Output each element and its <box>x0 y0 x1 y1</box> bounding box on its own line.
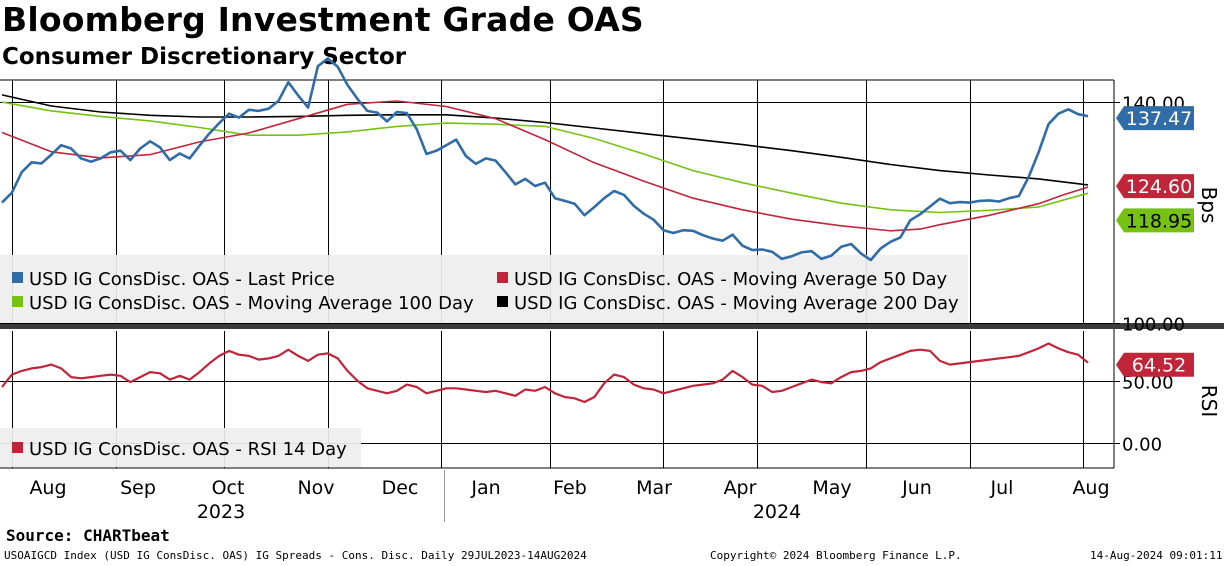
x-tick-label: Apr <box>724 477 757 499</box>
last-price-tag <box>1116 106 1194 131</box>
footer-copyright: Copyright© 2024 Bloomberg Finance L.P. <box>710 549 962 562</box>
x-tick-label: Jul <box>990 477 1014 499</box>
x-tick-label: Feb <box>553 477 587 499</box>
legend-swatch <box>12 272 23 283</box>
x-tick-label: Sep <box>120 477 156 499</box>
footer-timestamp: 14-Aug-2024 09:01:11 <box>1090 549 1223 562</box>
series-line-ma100 <box>1 101 1089 214</box>
source-label: Source: CHARTbeat <box>6 526 170 545</box>
panel-divider <box>0 323 1224 329</box>
x-tick-label: Jun <box>901 477 932 499</box>
legend-swatch <box>497 296 508 307</box>
y-tick-label-top: 100.00 <box>1122 315 1185 336</box>
legend-swatch <box>497 272 508 283</box>
legend-label: USD IG ConsDisc. OAS - RSI 14 Day <box>29 439 347 460</box>
x-tick-label: Aug <box>29 477 66 499</box>
y-tick-label-bottom: 50.00 <box>1122 373 1174 394</box>
legend-label: USD IG ConsDisc. OAS - Moving Average 20… <box>514 293 959 314</box>
x-tick-label: Mar <box>636 477 672 499</box>
series-line-rsi <box>1 342 1089 404</box>
legend-label: USD IG ConsDisc. OAS - Moving Average 50… <box>514 269 948 290</box>
x-tick-label: Dec <box>382 477 419 499</box>
x-tick-label: May <box>812 477 851 499</box>
rsi-tag <box>1116 352 1194 377</box>
legend-label: USD IG ConsDisc. OAS - Last Price <box>29 269 335 290</box>
footer-index-info: USOAIGCD Index (USD IG ConsDisc. OAS) IG… <box>4 549 587 562</box>
legend-swatch <box>12 442 23 453</box>
series-line-ma50 <box>1 100 1089 232</box>
y-axis-title-bps: Bps <box>1197 187 1221 224</box>
legend-background-top <box>0 255 968 323</box>
rsi-value: 64.52 <box>1132 355 1186 377</box>
legend-swatch <box>12 296 23 307</box>
x-tick-label: Oct <box>212 477 245 499</box>
series-line-last_price <box>1 57 1089 262</box>
ma100-tag <box>1116 208 1194 233</box>
legend-background-bottom <box>0 428 361 467</box>
last-price-value: 137.47 <box>1126 108 1192 130</box>
legend-label: USD IG ConsDisc. OAS - Moving Average 10… <box>29 293 474 314</box>
chart-title: Bloomberg Investment Grade OAS <box>2 0 644 39</box>
ma50-value: 124.60 <box>1126 176 1192 198</box>
x-tick-label: Aug <box>1072 477 1109 499</box>
x-tick-label: Jan <box>470 477 500 499</box>
y-axis-title-rsi: RSI <box>1197 385 1221 418</box>
x-tick-label: Nov <box>297 477 334 499</box>
x-year-label: 2023 <box>197 501 245 523</box>
ma50-tag <box>1116 174 1194 199</box>
ma100-value: 118.95 <box>1126 210 1192 232</box>
series-line-ma200 <box>1 94 1089 186</box>
y-tick-label-bottom: 0.00 <box>1122 435 1162 456</box>
chart-subtitle: Consumer Discretionary Sector <box>2 44 407 70</box>
x-year-label: 2024 <box>753 501 801 523</box>
